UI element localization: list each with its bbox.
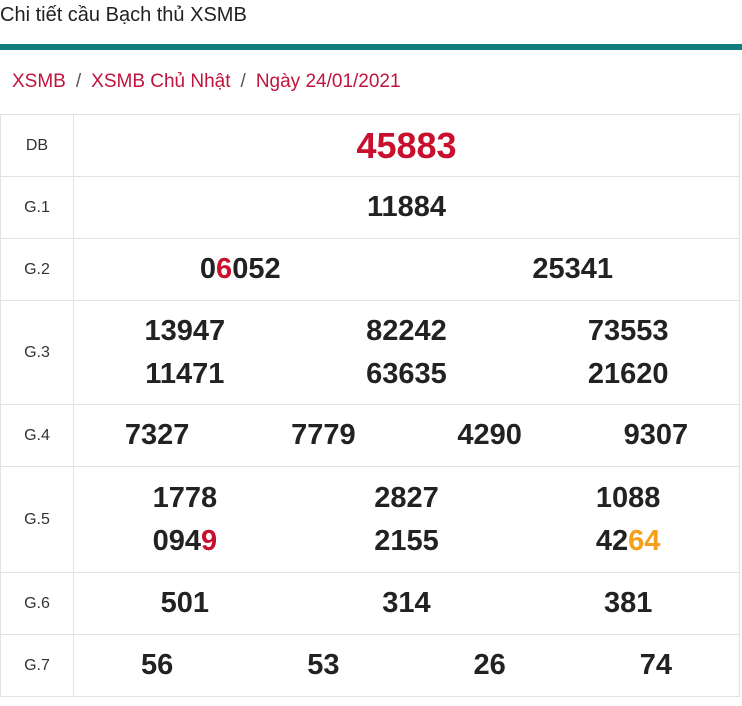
prize-numbers: 1778 2827 1088 0949 2155 4264 [73, 466, 740, 573]
prize-number: 06052 [74, 248, 407, 291]
prize-number: 9307 [623, 419, 689, 451]
prize-row: G.1 11884 [0, 176, 740, 239]
prize-numbers: 7327 7779 4290 9307 [73, 404, 740, 467]
prize-row: G.5 1778 2827 1088 0949 2155 4264 [0, 466, 740, 573]
prize-number: 381 [603, 587, 653, 619]
prize-label: G.7 [0, 634, 74, 697]
prize-number: 25341 [532, 253, 614, 285]
page-title: Chi tiết cầu Bạch thủ XSMB [0, 4, 247, 26]
prize-number: 21620 [587, 357, 669, 390]
breadcrumb-link[interactable]: XSMB Chủ Nhật [91, 71, 231, 92]
breadcrumb-separator: / [240, 71, 246, 92]
prize-number: 73553 [587, 314, 669, 347]
prize-numbers: 501 314 381 [73, 572, 740, 635]
prize-row: G.6 501 314 381 [0, 572, 740, 635]
breadcrumb-link[interactable]: Ngày 24/01/2021 [255, 71, 401, 92]
prize-label: G.1 [0, 176, 74, 239]
prize-row: G.2 06052 25341 [0, 238, 740, 301]
prize-number: 45883 [356, 125, 457, 166]
prize-numbers: 11884 [73, 176, 740, 239]
prize-number: 13947 [144, 314, 226, 347]
prize-row: G.4 7327 7779 4290 9307 [0, 404, 740, 467]
prize-number: 2155 [374, 524, 439, 557]
prize-label: DB [0, 114, 74, 177]
prize-label: G.6 [0, 572, 74, 635]
prize-number: 53 [307, 649, 340, 681]
prize-number: 2827 [374, 481, 439, 514]
prize-label: G.2 [0, 238, 74, 301]
prize-label: G.5 [0, 466, 74, 573]
prize-row: DB 45883 [0, 114, 740, 177]
prize-number: 63635 [366, 357, 447, 390]
number-segment: 9 [200, 524, 218, 557]
number-segment: 052 [232, 253, 281, 285]
prize-number: 1778 [152, 481, 218, 514]
number-line: 501 314 381 [74, 582, 739, 625]
prize-number: 7327 [124, 419, 190, 451]
number-line: 13947 82242 73553 [74, 310, 739, 353]
number-line: 11471 63635 21620 [74, 353, 739, 396]
number-line: 11884 [74, 186, 739, 229]
number-segment: 094 [152, 524, 201, 557]
number-line: 56 53 26 74 [74, 644, 739, 687]
results-table: DB 45883 G.1 11884 G.2 06052 25341 G.3 13947 8224… [0, 114, 740, 697]
number-segment: 0 [199, 253, 217, 285]
prize-label: G.3 [0, 300, 74, 405]
prize-label: G.4 [0, 404, 74, 467]
number-line: 06052 25341 [74, 248, 739, 291]
header-bar [0, 44, 742, 50]
number-segment: 6 [216, 253, 233, 285]
prize-number: 74 [639, 649, 672, 681]
breadcrumb: XSMB / XSMB Chủ Nhật / Ngày 24/01/2021 [12, 71, 401, 93]
prize-number: 11884 [366, 191, 447, 223]
prize-number: 314 [382, 587, 431, 619]
number-line: 45883 [74, 124, 739, 167]
number-line: 1778 2827 1088 [74, 477, 739, 520]
prize-number: 0949 [74, 520, 296, 563]
prize-numbers: 56 53 26 74 [73, 634, 740, 697]
number-segment: 64 [628, 524, 661, 557]
prize-number: 4264 [517, 520, 739, 563]
prize-numbers: 13947 82242 73553 11471 63635 21620 [73, 300, 740, 405]
prize-number: 26 [473, 649, 506, 681]
number-line: 0949 2155 4264 [74, 520, 739, 563]
prize-numbers: 45883 [73, 114, 740, 177]
breadcrumb-separator: / [75, 71, 82, 92]
prize-row: G.3 13947 82242 73553 11471 63635 21620 [0, 300, 740, 405]
prize-number: 7779 [291, 419, 356, 451]
prize-number: 4290 [457, 419, 522, 451]
prize-numbers: 06052 25341 [73, 238, 740, 301]
breadcrumb-link[interactable]: XSMB [12, 71, 66, 92]
prize-number: 56 [140, 649, 174, 681]
prize-row: G.7 56 53 26 74 [0, 634, 740, 697]
prize-number: 11471 [145, 357, 225, 390]
prize-number: 82242 [366, 314, 447, 347]
prize-number: 1088 [595, 481, 661, 514]
number-line: 7327 7779 4290 9307 [74, 414, 739, 457]
prize-number: 501 [160, 587, 210, 619]
number-segment: 42 [595, 524, 629, 557]
